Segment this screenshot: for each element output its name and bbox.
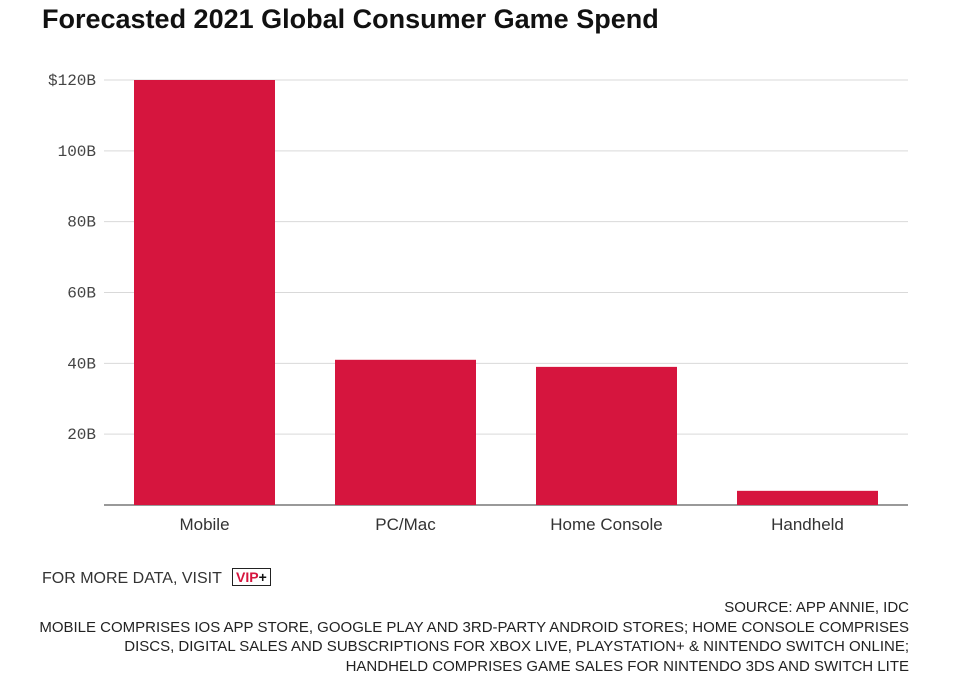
chart-notes: SOURCE: APP ANNIE, IDC MOBILE COMPRISES … bbox=[39, 598, 909, 676]
y-tick-label: 40B bbox=[67, 355, 96, 373]
x-category-label: Home Console bbox=[550, 515, 662, 534]
x-axis: Mobile PC/Mac Home Console Handheld bbox=[179, 515, 843, 534]
y-axis: 20B 40B 60B 80B 100B $120B bbox=[48, 72, 96, 444]
bar bbox=[335, 359, 476, 505]
definitions-note: MOBILE COMPRISES IOS APP STORE, GOOGLE P… bbox=[39, 618, 909, 675]
y-tick-label: $120B bbox=[48, 72, 96, 90]
y-tick-label: 60B bbox=[67, 285, 96, 303]
y-tick-label: 80B bbox=[67, 214, 96, 232]
bar bbox=[134, 80, 275, 505]
x-category-label: Mobile bbox=[179, 515, 229, 534]
x-category-label: Handheld bbox=[771, 515, 844, 534]
more-data-text: FOR MORE DATA, VISIT bbox=[42, 570, 222, 587]
more-data-line: FOR MORE DATA, VISIT VIP+ bbox=[42, 568, 271, 588]
source-note: SOURCE: APP ANNIE, IDC bbox=[724, 599, 909, 616]
bar bbox=[536, 366, 677, 505]
y-tick-label: 20B bbox=[67, 426, 96, 444]
vip-badge[interactable]: VIP+ bbox=[232, 568, 271, 586]
y-tick-label: 100B bbox=[58, 143, 96, 161]
vip-plus: + bbox=[258, 569, 267, 585]
bar-chart: 20B 40B 60B 80B 100B $120B Mobile PC/Mac Home C… bbox=[48, 72, 908, 534]
chart-title: Forecasted 2021 Global Consumer Game Spe… bbox=[42, 4, 659, 34]
bar bbox=[737, 490, 878, 505]
vip-label: VIP bbox=[236, 569, 259, 585]
x-category-label: PC/Mac bbox=[375, 515, 436, 534]
bars bbox=[134, 80, 878, 505]
